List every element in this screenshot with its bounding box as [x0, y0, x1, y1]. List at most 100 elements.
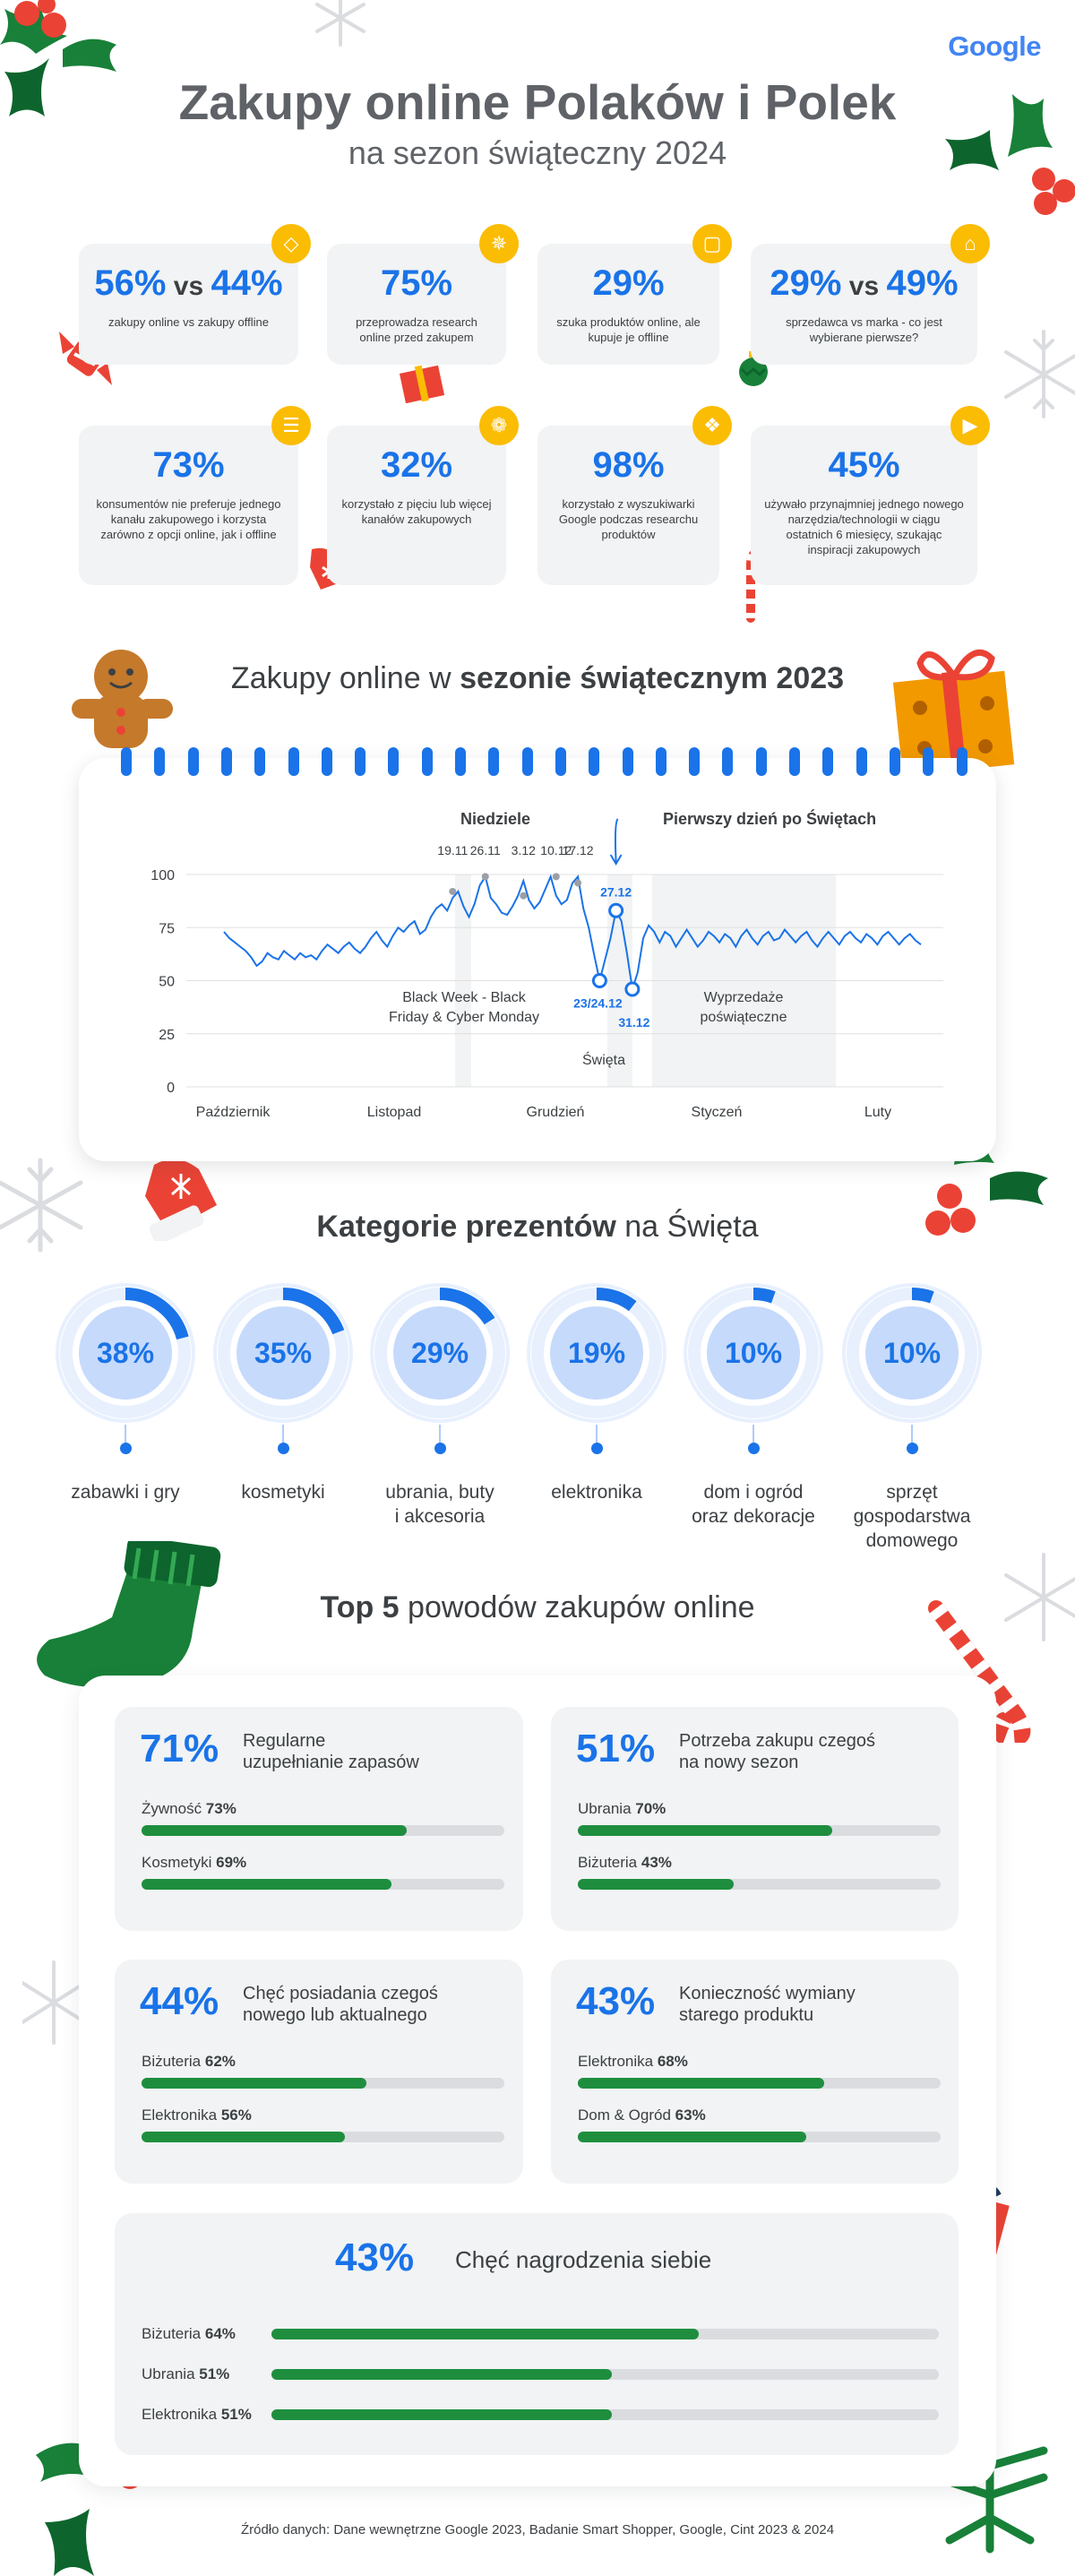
stat-description: używało przynajmniej jednego nowego narz…	[764, 497, 964, 556]
line-chart: 0 25 50 75 100 Październik Listopad Grudzień Sty…	[150, 809, 943, 1120]
donut-center	[79, 1306, 172, 1400]
gift-category-label-line: elektronika	[551, 1482, 642, 1503]
donut-percentage: 10%	[883, 1337, 941, 1369]
donut-outer-ring	[370, 1283, 510, 1423]
stat-card: 29% szuka produktów online, ale kupuje je…	[538, 244, 719, 365]
card-stitch	[589, 747, 600, 776]
donut-arc	[374, 1288, 505, 1418]
bar-label: Elektronika 56%	[142, 2106, 252, 2124]
bar-fill	[578, 2132, 807, 2142]
stat-card: 75% przeprowadza research online przed za…	[327, 244, 506, 365]
bar-label: Ubrania 51%	[142, 2365, 229, 2383]
bar-track	[578, 2078, 941, 2089]
y-tick-label: 0	[167, 1081, 175, 1096]
x-tick-label: Luty	[864, 1105, 891, 1120]
bar-category: Ubrania	[142, 2365, 200, 2382]
card-stitch	[288, 747, 299, 776]
stat-value: 98%	[550, 445, 707, 486]
y-tick-label: 100	[150, 868, 175, 883]
cart-icon: ☰	[271, 406, 311, 445]
bar-track	[578, 1879, 941, 1890]
card-stitch	[655, 747, 666, 776]
sunday-point	[520, 892, 528, 900]
reason-title: Potrzeba zakupu czegoś na nowy sezon	[679, 1730, 875, 1773]
gift-category-label-line: gospodarstwa	[853, 1506, 971, 1527]
card-stitch	[187, 747, 199, 776]
stat-value-primary: 45%	[828, 445, 900, 485]
donut-dot	[434, 1443, 446, 1454]
bar-track	[142, 1825, 504, 1836]
y-tick-label: 75	[159, 921, 175, 936]
bar-category: Elektronika	[142, 2106, 221, 2124]
gift-category-label-line: zabawki i gry	[71, 1482, 180, 1503]
card-stitch	[421, 747, 433, 776]
reason-title: Chęć nagrodzenia siebie	[455, 2248, 711, 2271]
gift-category-label-line: oraz dekoracje	[692, 1506, 815, 1527]
donut-arc	[60, 1288, 191, 1418]
first-day-arrow	[614, 818, 619, 863]
bar-percentage: 68%	[657, 2053, 688, 2070]
snowflake-icon	[0, 1158, 83, 1253]
donut-dot	[747, 1443, 760, 1454]
bar-track	[142, 1879, 504, 1890]
stat-value-primary: 29%	[592, 263, 665, 303]
gift-category-label: elektronika	[512, 1480, 682, 1504]
donut-dot	[119, 1443, 132, 1454]
bar-percentage: 64%	[204, 2325, 236, 2342]
bar-category: Elektronika	[578, 2053, 658, 2070]
donut-outer-ring	[684, 1283, 823, 1423]
y-tick-label: 50	[159, 975, 175, 990]
bar-track	[142, 2078, 504, 2089]
gift-category-donut: 10%	[682, 1281, 825, 1425]
bar-track	[142, 2132, 504, 2142]
stat-description: korzystało z pięciu lub więcej kanałów z…	[341, 497, 492, 526]
snowflake-icon	[315, 0, 366, 47]
reasons-section-title-bold: Top 5	[320, 1590, 400, 1624]
card-stitch	[856, 747, 867, 776]
sparkle-icon: ✵	[479, 224, 519, 263]
bar-category: Biżuteria	[578, 1854, 641, 1871]
black-week-annotation: Black Week - Black	[402, 990, 527, 1005]
reason-title: Konieczność wymiany starego produktu	[679, 1983, 856, 2026]
reason-percentage: 71%	[140, 1727, 219, 1770]
sunday-point	[552, 873, 560, 881]
reason-title-line: na nowy sezon	[679, 1753, 799, 1772]
card-stitch	[254, 747, 266, 776]
reason-percentage: 43%	[335, 2236, 415, 2279]
holidays-annotation: Święta	[582, 1051, 625, 1068]
stat-vs: vs	[841, 271, 887, 301]
bar-fill	[142, 2132, 345, 2142]
card-stitch	[321, 747, 332, 776]
reason-title-line: nowego lub aktualnego	[243, 2005, 427, 2025]
bar-fill	[578, 1879, 735, 1890]
gift-category-label: dom i ogród oraz dekoracje	[668, 1480, 838, 1529]
bar-label: Żywność 73%	[142, 1800, 236, 1818]
key-date-point	[591, 973, 607, 988]
card-stitch	[956, 747, 968, 776]
data-source-note: Źródło danych: Dane wewnętrzne Google 20…	[240, 2522, 835, 2537]
stat-value: 32%	[340, 445, 494, 486]
bar-label: Elektronika 68%	[578, 2053, 688, 2071]
stat-value-secondary: 49%	[886, 263, 959, 303]
donut-arc	[531, 1288, 662, 1418]
basket-icon: ❁	[479, 406, 519, 445]
bar-fill	[142, 2078, 367, 2089]
donut-arc	[218, 1288, 348, 1418]
stat-description: przeprowadza research online przed zakup…	[356, 315, 477, 344]
gift-category-label-line: domowego	[865, 1530, 959, 1551]
key-date-label: 31.12	[618, 1015, 649, 1030]
donut-center	[393, 1306, 486, 1400]
donut-percentage: 29%	[411, 1337, 469, 1369]
reasons-section-title-rest: powodów zakupów online	[399, 1590, 755, 1624]
bar-label: Ubrania 70%	[578, 1800, 666, 1818]
gifts-section-title: Kategorie prezentów na Święta	[0, 1210, 1075, 1245]
donut-connector	[911, 1425, 913, 1452]
donut-arc	[847, 1288, 977, 1418]
reason-box	[115, 1960, 523, 2184]
bar-track	[271, 2369, 939, 2380]
bar-track	[578, 1825, 941, 1836]
bar-label: Elektronika 51%	[142, 2406, 252, 2424]
bar-track	[271, 2409, 939, 2420]
reason-title: Regularne uzupełnianie zapasów	[243, 1730, 419, 1773]
stat-description: sprzedawca vs marka - co jest wybierane …	[786, 315, 942, 344]
